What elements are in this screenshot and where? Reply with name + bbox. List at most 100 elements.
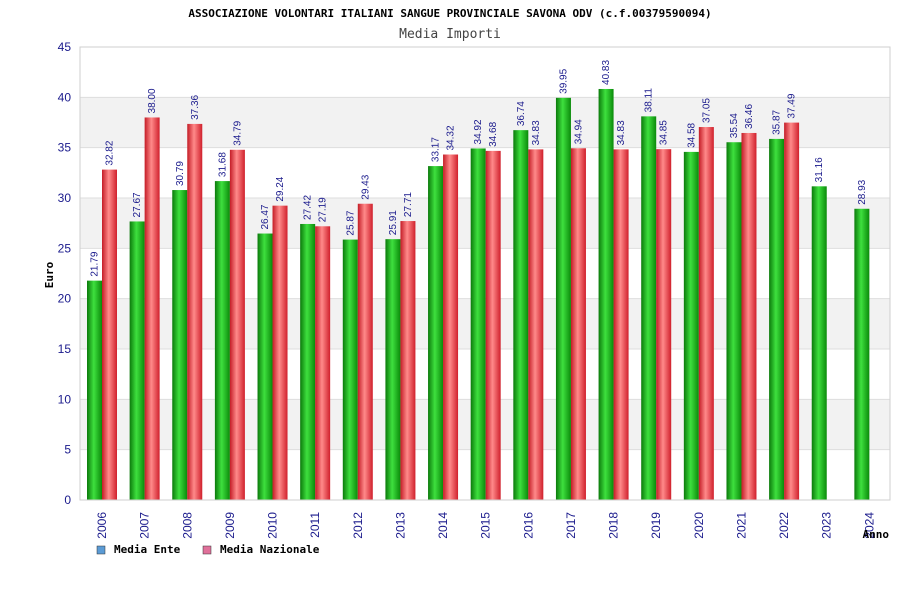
bar-media-nazionale bbox=[698, 127, 714, 500]
bar-media-nazionale bbox=[613, 149, 629, 501]
x-tick-label: 2022 bbox=[777, 512, 791, 539]
value-label: 34.32 bbox=[446, 125, 457, 150]
value-label: 39.95 bbox=[558, 68, 569, 93]
bar-media-ente bbox=[769, 138, 785, 500]
x-tick-label: 2019 bbox=[649, 512, 663, 539]
legend-swatch-media-ente bbox=[96, 545, 106, 555]
bar-media-nazionale bbox=[656, 149, 672, 500]
bar-media-ente bbox=[726, 142, 742, 501]
y-tick-label: 45 bbox=[58, 40, 72, 54]
legend-label-media-nazionale: Media Nazionale bbox=[220, 543, 320, 556]
bar-media-nazionale bbox=[741, 132, 757, 500]
value-label: 25.87 bbox=[345, 210, 356, 235]
bar-media-ente bbox=[342, 239, 358, 501]
value-label: 34.58 bbox=[686, 122, 697, 147]
y-tick-label: 5 bbox=[64, 443, 71, 457]
value-label: 27.19 bbox=[318, 197, 329, 222]
y-tick-label: 40 bbox=[58, 90, 72, 104]
x-axis-label: Anno bbox=[863, 528, 890, 541]
value-label: 27.71 bbox=[403, 192, 414, 217]
bar-media-ente bbox=[683, 151, 699, 501]
value-label: 31.16 bbox=[814, 157, 825, 182]
bar-media-nazionale bbox=[187, 123, 203, 500]
bar-media-nazionale bbox=[570, 148, 586, 500]
value-label: 37.05 bbox=[701, 98, 712, 123]
value-label: 27.42 bbox=[303, 195, 314, 220]
value-label: 29.43 bbox=[360, 174, 371, 199]
y-tick-label: 20 bbox=[58, 292, 72, 306]
bar-media-ente bbox=[172, 190, 188, 500]
bar-media-nazionale bbox=[443, 154, 459, 500]
bar-media-nazionale bbox=[784, 122, 800, 500]
bar-media-ente bbox=[641, 116, 657, 500]
bar-media-nazionale bbox=[485, 150, 501, 500]
y-tick-label: 10 bbox=[58, 392, 72, 406]
y-axis-label: Euro bbox=[43, 261, 56, 288]
value-label: 34.68 bbox=[488, 121, 499, 146]
y-tick-label: 30 bbox=[58, 191, 72, 205]
value-labels: 21.79 32.82 27.67 38.00 30.79 37.36 31.68 34.79… bbox=[90, 60, 868, 277]
value-label: 34.94 bbox=[573, 119, 584, 144]
bar-media-nazionale bbox=[102, 169, 117, 500]
bar-media-ente bbox=[129, 221, 145, 501]
bar-media-ente bbox=[513, 130, 529, 500]
value-label: 21.79 bbox=[90, 251, 101, 276]
value-label: 30.79 bbox=[175, 161, 186, 186]
bar-media-ente bbox=[555, 97, 571, 500]
value-label: 35.87 bbox=[772, 109, 783, 134]
x-tick-label: 2011 bbox=[308, 512, 322, 538]
bar-media-ente bbox=[300, 223, 316, 501]
bar-media-nazionale bbox=[400, 221, 416, 500]
y-tick-label: 0 bbox=[64, 493, 71, 507]
value-label: 38.11 bbox=[644, 88, 655, 113]
bar-media-nazionale bbox=[528, 149, 544, 501]
x-tick-label: 2007 bbox=[138, 512, 152, 539]
value-label: 29.24 bbox=[275, 176, 286, 201]
value-label: 34.83 bbox=[531, 120, 542, 145]
bars bbox=[87, 88, 870, 501]
plot-frame bbox=[79, 46, 891, 501]
x-tick-label: 2008 bbox=[180, 512, 194, 539]
bar-media-ente bbox=[811, 186, 827, 500]
y-axis-ticks: 0 5 10 15 20 25 30 35 40 45 bbox=[58, 40, 72, 507]
value-label: 33.17 bbox=[431, 137, 442, 162]
legend: Media Ente Media Nazionale bbox=[96, 543, 320, 556]
x-tick-label: 2024 bbox=[862, 512, 876, 539]
value-label: 34.79 bbox=[232, 120, 243, 145]
value-label: 26.47 bbox=[260, 204, 271, 229]
value-label: 25.91 bbox=[388, 210, 399, 235]
value-label: 37.36 bbox=[190, 94, 201, 119]
bar-media-nazionale bbox=[272, 205, 288, 500]
legend-swatch-media-nazionale bbox=[202, 545, 212, 555]
value-label: 31.68 bbox=[217, 152, 228, 177]
x-tick-label: 2016 bbox=[521, 512, 535, 539]
bar-media-ente bbox=[854, 208, 870, 500]
value-label: 36.74 bbox=[516, 101, 527, 126]
value-label: 40.83 bbox=[601, 60, 612, 85]
x-tick-label: 2013 bbox=[393, 512, 407, 539]
bar-media-nazionale bbox=[357, 203, 373, 500]
chart-subtitle: Media Importi bbox=[399, 27, 501, 42]
y-tick-label: 15 bbox=[58, 342, 72, 356]
value-label: 38.00 bbox=[147, 88, 158, 113]
bar-media-nazionale bbox=[229, 149, 245, 500]
legend-label-media-ente: Media Ente bbox=[114, 543, 181, 556]
x-tick-label: 2006 bbox=[95, 512, 109, 539]
x-tick-label: 2021 bbox=[734, 512, 748, 539]
value-label: 35.54 bbox=[729, 113, 740, 138]
value-label: 36.46 bbox=[744, 104, 755, 129]
value-label: 27.67 bbox=[132, 192, 143, 217]
bar-media-ente bbox=[214, 181, 230, 500]
bar-media-ente bbox=[87, 280, 102, 500]
value-label: 34.92 bbox=[473, 119, 484, 144]
bar-media-ente bbox=[385, 239, 401, 500]
x-tick-label: 2018 bbox=[607, 512, 621, 539]
value-label: 34.85 bbox=[659, 120, 670, 145]
x-axis-ticks: 2006 2007 2008 2009 2010 2011 2012 2013 2014 2015… bbox=[95, 512, 876, 539]
x-tick-label: 2014 bbox=[436, 512, 450, 539]
x-tick-label: 2023 bbox=[820, 512, 834, 539]
bar-media-ente bbox=[428, 166, 444, 500]
x-tick-label: 2012 bbox=[351, 512, 365, 539]
bar-media-ente bbox=[257, 233, 273, 500]
